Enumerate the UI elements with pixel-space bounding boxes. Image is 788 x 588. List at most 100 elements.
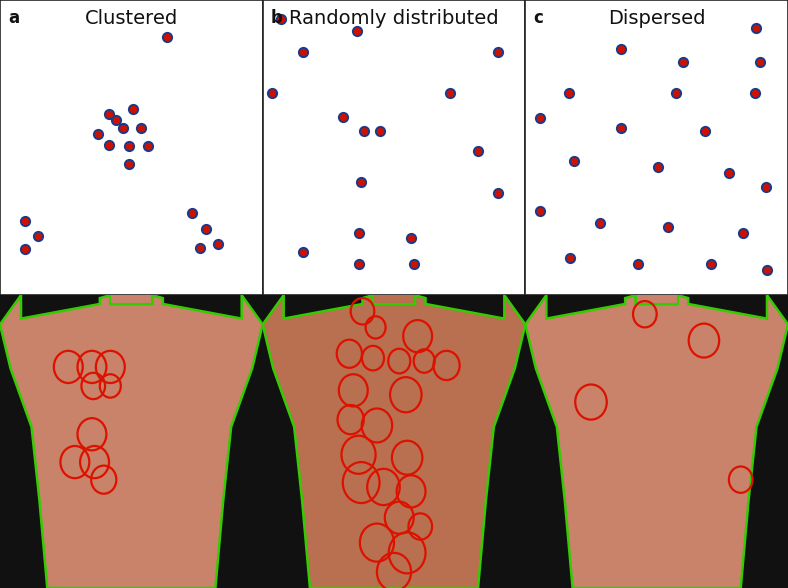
Point [472,146,485,155]
Point [212,239,225,248]
Point [32,232,44,241]
Point [193,243,206,253]
Point [142,141,154,151]
Point [336,112,349,121]
Point [352,229,365,238]
Point [563,253,576,263]
Point [110,115,122,124]
Point [117,123,130,133]
Point [102,140,115,149]
Point [19,217,32,226]
Point [374,126,386,136]
Point [677,57,690,66]
FancyBboxPatch shape [636,286,678,304]
FancyBboxPatch shape [110,286,152,304]
Point [492,47,504,56]
Point [567,156,580,166]
Point [492,189,504,198]
Point [122,159,135,169]
Point [126,105,139,114]
Point [533,113,546,123]
Point [336,112,349,121]
Point [102,140,115,149]
Point [32,232,44,241]
Point [352,259,365,269]
Point [92,129,105,139]
Point [760,265,773,275]
Point [19,217,32,226]
Point [704,259,717,269]
Point [102,109,115,118]
Point [374,126,386,136]
Point [492,189,504,198]
Point [126,105,139,114]
Point [632,259,645,269]
Point [122,159,135,169]
Point [185,208,198,217]
Point [737,229,749,238]
Point [275,15,288,24]
Polygon shape [526,295,788,588]
Point [567,156,580,166]
Point [723,168,735,178]
Point [594,218,607,228]
Point [134,123,147,133]
Point [19,245,32,254]
Point [444,88,457,98]
Point [110,115,122,124]
Point [92,129,105,139]
Point [652,162,664,172]
Point [749,88,761,98]
Point [212,239,225,248]
Point [670,88,682,98]
Text: Dispersed: Dispersed [608,9,705,28]
Point [615,44,627,54]
Point [122,141,135,151]
Point [19,245,32,254]
Point [122,141,135,151]
Point [760,183,772,192]
Point [533,113,546,123]
Point [351,26,363,36]
Point [699,126,712,136]
Polygon shape [262,295,526,588]
Point [142,141,154,151]
Text: Randomly distributed: Randomly distributed [289,9,499,28]
Point [161,32,173,42]
Point [662,223,675,232]
Point [117,123,130,133]
Point [563,88,575,98]
Point [754,57,767,66]
Point [200,224,213,233]
Point [134,123,147,133]
Point [297,248,310,257]
Point [563,253,576,263]
Text: a: a [8,9,19,27]
Point [632,259,645,269]
Point [492,47,504,56]
Point [444,88,457,98]
Point [472,146,485,155]
Point [754,57,767,66]
Point [407,259,420,269]
Point [750,24,763,33]
Point [405,233,418,242]
Point [704,259,717,269]
Text: c: c [533,9,543,27]
Point [760,183,772,192]
Point [615,123,627,133]
Point [594,218,607,228]
Point [358,126,370,136]
Point [405,233,418,242]
Point [355,177,367,186]
Point [355,177,367,186]
Point [102,109,115,118]
Text: Clustered: Clustered [84,9,178,28]
Polygon shape [0,295,262,588]
Point [677,57,690,66]
Point [407,259,420,269]
Point [615,123,627,133]
Point [760,265,773,275]
Point [699,126,712,136]
Point [193,243,206,253]
